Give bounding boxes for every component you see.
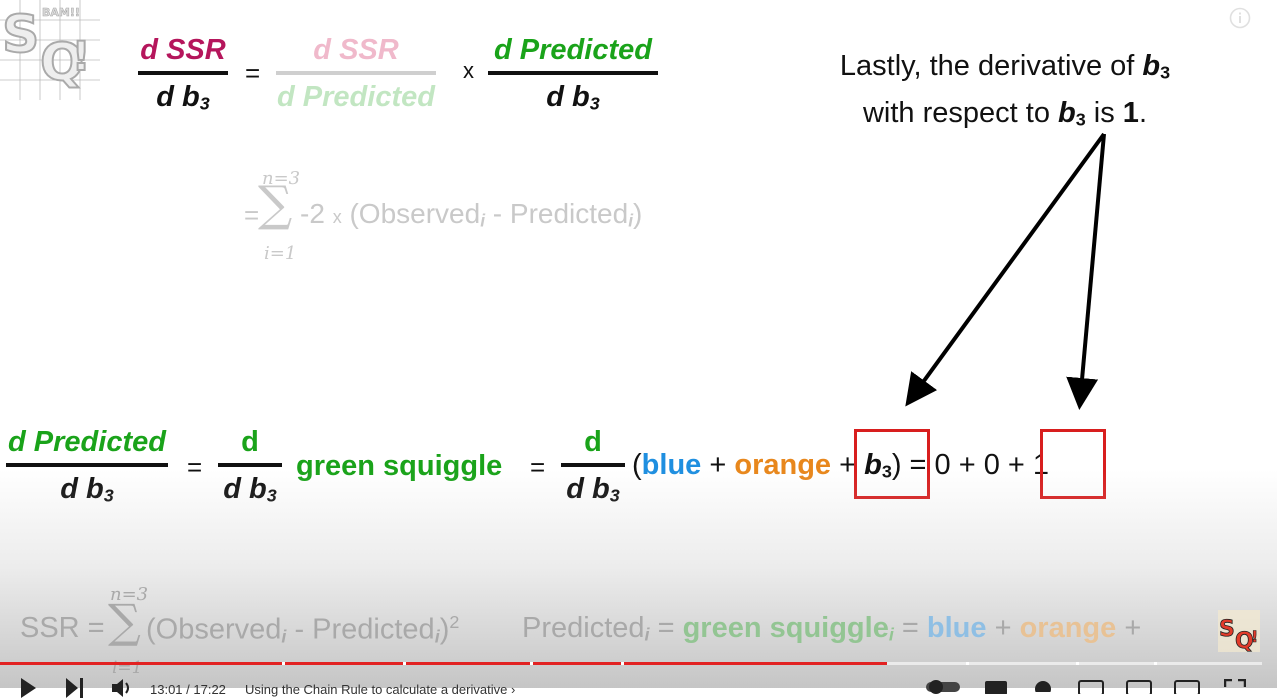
note-line-1: Lastly, the derivative of b3: [839, 50, 1171, 83]
top-lhs-numerator: d SSR: [140, 34, 226, 66]
top-times: x: [463, 58, 474, 83]
svg-text:Q: Q: [40, 33, 84, 93]
miniplayer-icon[interactable]: [1078, 680, 1104, 694]
svg-text:Q: Q: [1235, 629, 1254, 652]
top-mid-numerator: d SSR: [313, 34, 399, 66]
svg-text:!: !: [72, 34, 90, 80]
fullscreen-icon[interactable]: [1224, 679, 1246, 693]
next-icon[interactable]: [64, 678, 86, 698]
player-gradient: [0, 470, 1277, 688]
player-time: 13:01 / 17:22: [150, 682, 226, 697]
main-lhs-numerator: d Predicted: [8, 426, 166, 458]
captions-icon[interactable]: [984, 680, 1008, 694]
statquest-logo: S Q ! BAM!!: [0, 0, 100, 100]
top-equals: =: [245, 58, 261, 88]
progress-fill: [0, 662, 888, 665]
top-lhs-denominator: d b3: [156, 81, 210, 114]
theater-icon[interactable]: [1126, 680, 1152, 694]
svg-text:BAM!!: BAM!!: [42, 6, 80, 19]
play-icon[interactable]: [18, 678, 38, 698]
svg-text:S: S: [2, 5, 39, 65]
volume-icon[interactable]: [110, 678, 134, 698]
svg-text:S: S: [1219, 617, 1235, 642]
top-rhs-numerator: d Predicted: [494, 34, 652, 66]
progress-bar[interactable]: [0, 662, 1262, 665]
svg-text:!: !: [1251, 627, 1258, 646]
settings-icon[interactable]: [1032, 678, 1054, 692]
top-rhs-fraction: d Predicted d b3: [488, 36, 658, 113]
top-lhs-fraction: d SSR d b3: [138, 36, 228, 113]
explanation-note: Lastly, the derivative of b3 with respec…: [820, 46, 1190, 139]
cast-icon[interactable]: [1174, 680, 1200, 694]
top-mid-denominator: d Predicted: [277, 81, 435, 113]
info-icon[interactable]: [1229, 7, 1251, 29]
statquest-small-logo: S Q !: [1218, 610, 1260, 652]
top-mid-fraction: d SSR d Predicted: [276, 36, 436, 112]
note-line-2: with respect to b3 is 1.: [862, 96, 1147, 130]
autoplay-toggle-icon[interactable]: [926, 680, 960, 694]
chapter-title[interactable]: Using the Chain Rule to calculate a deri…: [245, 682, 516, 697]
top-rhs-denominator: d b3: [546, 81, 600, 114]
